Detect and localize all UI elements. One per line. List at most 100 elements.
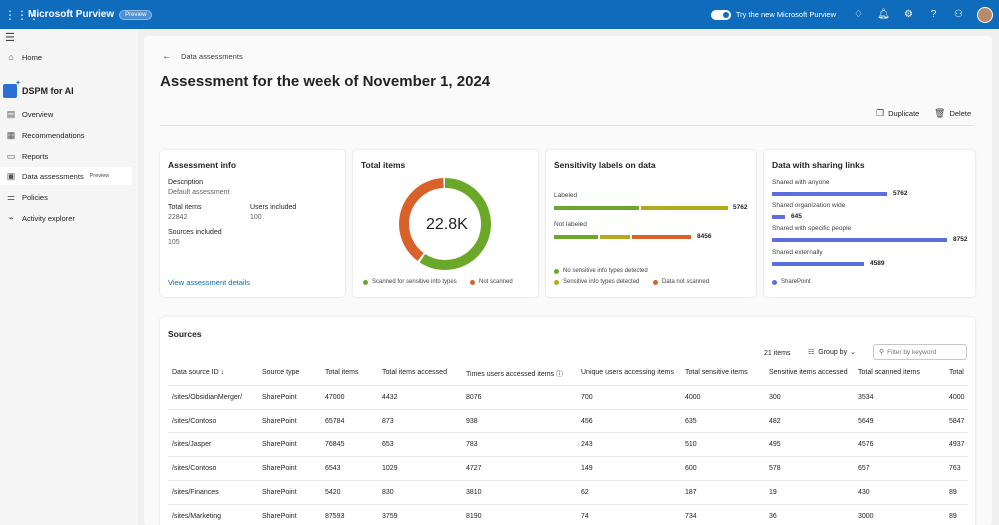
sidebar-item-reports[interactable]: ▭ Reports	[0, 147, 132, 165]
column-header[interactable]: Total items accessed	[382, 369, 447, 376]
sidebar-item-home[interactable]: ⌂ Home	[0, 48, 132, 66]
column-header[interactable]: Data source ID ↓	[172, 369, 224, 376]
policies-icon: ⚌	[6, 191, 16, 202]
card-title: Total items	[361, 160, 406, 170]
table-cell: SharePoint	[262, 512, 297, 520]
table-cell: 89	[949, 488, 957, 496]
table-cell: SharePoint	[262, 394, 297, 401]
sharing-bar-label: Shared with anyone	[772, 179, 830, 186]
data-source-id-cell[interactable]: /sites/Marketing	[172, 512, 222, 520]
group-by-button[interactable]: ☷ Group by ⌄	[808, 348, 856, 357]
table-cell: 3534	[858, 394, 874, 401]
legend-scanned: Scanned for sensitive info types	[363, 279, 457, 285]
data-source-id-cell[interactable]: /sites/Jasper	[172, 441, 212, 449]
feedback-icon[interactable]: ⚇	[954, 9, 963, 20]
column-header[interactable]: Total scanned items	[858, 369, 920, 376]
back-arrow-icon[interactable]: ←	[162, 51, 172, 62]
table-cell: 600	[685, 465, 697, 473]
table-cell: 187	[685, 488, 697, 496]
page-title: Assessment for the week of November 1, 2…	[160, 73, 491, 90]
breadcrumb[interactable]: Data assessments	[181, 52, 243, 61]
table-cell: 510	[685, 441, 697, 449]
sharing-bar-value: 8752	[953, 236, 968, 243]
info-icon[interactable]: ⓘ	[554, 371, 563, 378]
donut-slice-scanned	[399, 178, 491, 270]
not-labeled-value: 8456	[697, 233, 712, 240]
activity-icon: ⌁	[8, 212, 14, 223]
card-title: Sensitivity labels on data	[554, 160, 656, 170]
table-cell: 74	[581, 512, 589, 520]
column-header[interactable]: Unique users accessing items	[581, 369, 674, 376]
filter-search-box[interactable]: ⚲	[873, 344, 967, 360]
data-source-id-cell[interactable]: /sites/ObsidianMerger/	[172, 394, 243, 401]
column-header[interactable]: Sensitive items accessed	[769, 369, 848, 376]
sharing-bar-value: 4589	[870, 260, 885, 267]
column-header[interactable]: Source type	[262, 369, 299, 376]
table-cell: 8190	[466, 512, 482, 520]
chevron-down-icon: ⌄	[850, 349, 856, 356]
sharing-bar	[772, 238, 947, 242]
settings-icon[interactable]: ⚙	[904, 9, 913, 20]
dspm-icon	[3, 79, 21, 98]
legend-no-sensitive: No sensitive info types detected	[554, 268, 648, 274]
sidebar-section-dspm[interactable]: DSPM for AI	[0, 79, 138, 101]
total-items-value: 22842	[168, 214, 188, 221]
table-cell: 482	[769, 417, 781, 425]
table-cell: 1029	[382, 465, 398, 473]
help-icon[interactable]: ?	[930, 9, 937, 20]
sidebar-item-recommendations[interactable]: ▦ Recommendations	[0, 126, 132, 144]
donut-center-value: 22.8K	[426, 216, 468, 233]
table-cell: 873	[382, 417, 394, 425]
top-bar: ⋮⋮⋮ Microsoft Purview Preview Try the ne…	[0, 0, 999, 29]
delete-button[interactable]: 🗑︎ Delete	[934, 108, 971, 119]
sharing-bar-value: 645	[791, 213, 802, 220]
sidebar-item-data-assessments[interactable]: ▣ Data assessments Preview	[0, 167, 132, 185]
duplicate-label: Duplicate	[888, 109, 920, 118]
avatar[interactable]	[977, 6, 993, 23]
search-icon: ⚲	[879, 349, 885, 356]
table-cell: 36	[769, 512, 777, 520]
table-cell: 830	[382, 488, 394, 496]
reports-icon: ▭	[6, 150, 16, 161]
sidebar-item-label: Data assessments	[22, 171, 84, 181]
column-header[interactable]: Times users accessed items ⓘ	[466, 369, 563, 379]
legend-label: Data not scanned	[662, 279, 710, 285]
data-source-id-cell[interactable]: /sites/Finances	[172, 488, 219, 496]
sidebar-item-label: Reports	[22, 151, 49, 161]
not-labeled-bar-sensitive	[600, 235, 630, 239]
app-launcher-icon[interactable]: ⋮⋮⋮	[4, 7, 40, 22]
legend-dot	[363, 279, 368, 285]
column-header[interactable]: Total items	[325, 369, 358, 376]
group-by-icon: ☷	[808, 349, 815, 356]
table-cell: 6543	[325, 465, 341, 473]
labeled-label: Labeled	[554, 192, 578, 199]
view-assessment-details-link[interactable]: View assessment details	[168, 278, 250, 287]
copilot-icon[interactable]: ♢	[854, 9, 863, 20]
duplicate-button[interactable]: ❐ Duplicate	[876, 108, 919, 119]
total-items-card: Total items 22.8K Scanned for sensitive …	[353, 150, 538, 297]
sidebar-item-policies[interactable]: ⚌ Policies	[0, 188, 132, 206]
legend-dot	[772, 279, 777, 285]
data-source-id-cell[interactable]: /sites/Contoso	[172, 417, 217, 425]
labeled-bar-no-sensitive	[554, 206, 639, 210]
filter-input[interactable]	[887, 348, 963, 356]
total-items-label: Total items	[168, 204, 202, 211]
app-title[interactable]: Microsoft Purview	[28, 9, 115, 20]
column-header[interactable]: Total	[949, 369, 964, 376]
table-cell: 734	[685, 512, 697, 520]
notifications-icon[interactable]: 🔔︎	[877, 9, 890, 20]
data-source-id-cell[interactable]: /sites/Contoso	[172, 465, 217, 473]
column-header[interactable]: Total sensitive items	[685, 369, 748, 376]
column-header-label: Total scanned items	[858, 369, 920, 376]
column-header-label: Unique users accessing items	[581, 369, 674, 376]
main-content: ← Data assessments Assessment for the we…	[144, 36, 992, 525]
users-included-value: 100	[250, 214, 262, 221]
table-row-divider	[168, 503, 968, 505]
table-cell: SharePoint	[262, 417, 297, 425]
sidebar-item-overview[interactable]: ▤ Overview	[0, 105, 132, 123]
hamburger-icon[interactable]: ☰	[5, 32, 15, 44]
try-new-toggle[interactable]	[710, 9, 731, 20]
sidebar-item-activity-explorer[interactable]: ⌁ Activity explorer	[0, 209, 132, 227]
delete-label: Delete	[949, 109, 972, 118]
description-label: Description	[168, 179, 204, 186]
